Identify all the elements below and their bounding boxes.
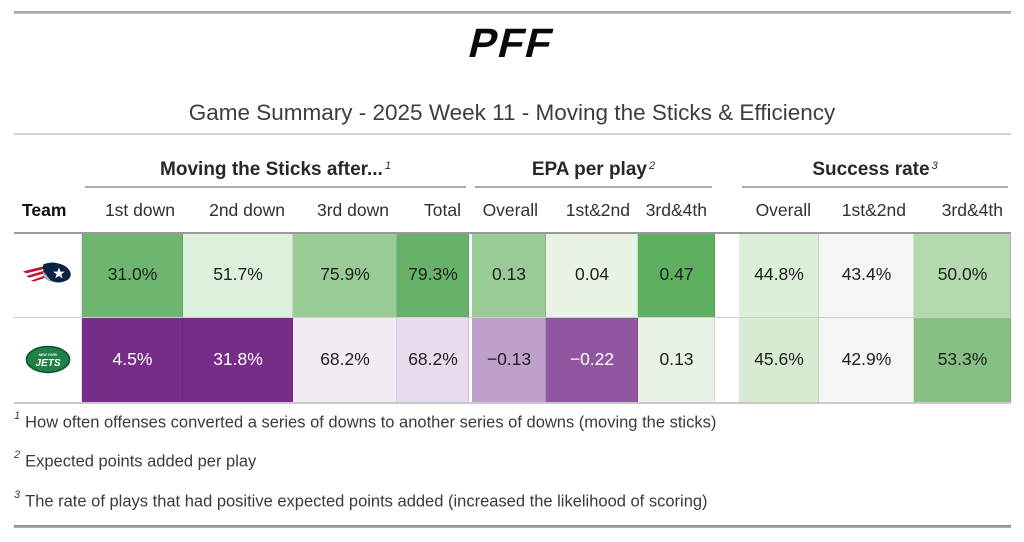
stats-table: Moving the Sticks after... 1 EPA per play… <box>14 146 1011 402</box>
footnote-3: 3 The rate of plays that had positive exp… <box>14 488 708 511</box>
column-header-2nd-down: 2nd down <box>209 199 285 220</box>
cell-patriots-sticks-1st-down: 31.0% <box>82 232 183 317</box>
cell-jets-sticks-2nd-down: 31.8% <box>183 317 293 402</box>
column-header-sr-1st2nd: 1st&2nd <box>841 199 906 220</box>
footnote-ref-1: 1 <box>384 160 391 172</box>
jets-logo-icon: NEW YORK JETS <box>25 345 71 374</box>
cell-jets-epa-3rd4th: 0.13 <box>638 317 715 402</box>
page-title: Game Summary - 2025 Week 11 - Moving the… <box>188 100 836 125</box>
logo-row: PFF <box>0 20 1024 66</box>
team-cell-patriots <box>14 232 82 317</box>
column-header-epa-3rd4th: 3rd&4th <box>645 199 707 220</box>
footnotes: 1 How often offenses converted a series o… <box>14 410 1011 530</box>
column-header-epa-1st2nd: 1st&2nd <box>565 199 630 220</box>
cell-patriots-epa-overall: 0.13 <box>472 232 546 317</box>
pff-logo: PFF <box>464 20 560 66</box>
svg-text:JETS: JETS <box>35 358 60 369</box>
cell-patriots-sticks-3rd-down: 75.9% <box>293 232 397 317</box>
team-cell-jets: NEW YORK JETS <box>14 317 82 402</box>
bottom-divider <box>14 525 1011 528</box>
cell-patriots-sr-1st2nd: 43.4% <box>819 232 914 317</box>
svg-text:NEW YORK: NEW YORK <box>39 353 58 357</box>
cell-jets-sr-3rd4th: 53.3% <box>914 317 1011 402</box>
group-header-epa-per-play: EPA per play 2 <box>475 146 712 188</box>
table-bottom-divider <box>14 402 1011 404</box>
cell-jets-sticks-3rd-down: 68.2% <box>293 317 397 402</box>
footnote-ref-2: 2 <box>648 160 656 172</box>
column-header-1st-down: 1st down <box>104 199 175 220</box>
cell-patriots-sr-3rd4th: 50.0% <box>914 232 1011 317</box>
cell-jets-sr-overall: 45.6% <box>739 317 819 402</box>
cell-jets-sr-1st2nd: 42.9% <box>819 317 914 402</box>
column-header-sr-overall: Overall <box>755 199 811 220</box>
row-divider <box>14 317 1011 318</box>
cell-patriots-epa-3rd4th: 0.47 <box>638 232 715 317</box>
cell-patriots-epa-1st2nd: 0.04 <box>546 232 638 317</box>
patriots-logo-icon <box>23 262 71 283</box>
cell-jets-sticks-total: 68.2% <box>397 317 469 402</box>
column-header-epa-overall: Overall <box>482 199 538 220</box>
footnote-ref-3: 3 <box>931 160 938 172</box>
group-header-moving-the-sticks: Moving the Sticks after... 1 <box>85 146 466 188</box>
column-header-total: Total <box>424 199 461 220</box>
footnote-1: 1 How often offenses converted a series o… <box>14 410 717 432</box>
top-divider <box>14 11 1011 14</box>
column-header-3rd-down: 3rd down <box>317 199 389 220</box>
column-header-sr-3rd4th: 3rd&4th <box>941 199 1003 220</box>
cell-patriots-sticks-2nd-down: 51.7% <box>183 232 293 317</box>
title-divider <box>14 133 1011 135</box>
cell-jets-epa-overall: −0.13 <box>472 317 546 402</box>
cell-jets-sticks-1st-down: 4.5% <box>82 317 183 402</box>
header-underline <box>14 232 1011 234</box>
cell-jets-epa-1st2nd: −0.22 <box>546 317 638 402</box>
column-header-team: Team <box>22 199 67 220</box>
group-header-success-rate: Success rate 3 <box>742 146 1008 188</box>
footnote-2: 2 Expected points added per play <box>14 449 257 471</box>
cell-patriots-sticks-total: 79.3% <box>397 232 469 317</box>
cell-patriots-sr-overall: 44.8% <box>739 232 819 317</box>
